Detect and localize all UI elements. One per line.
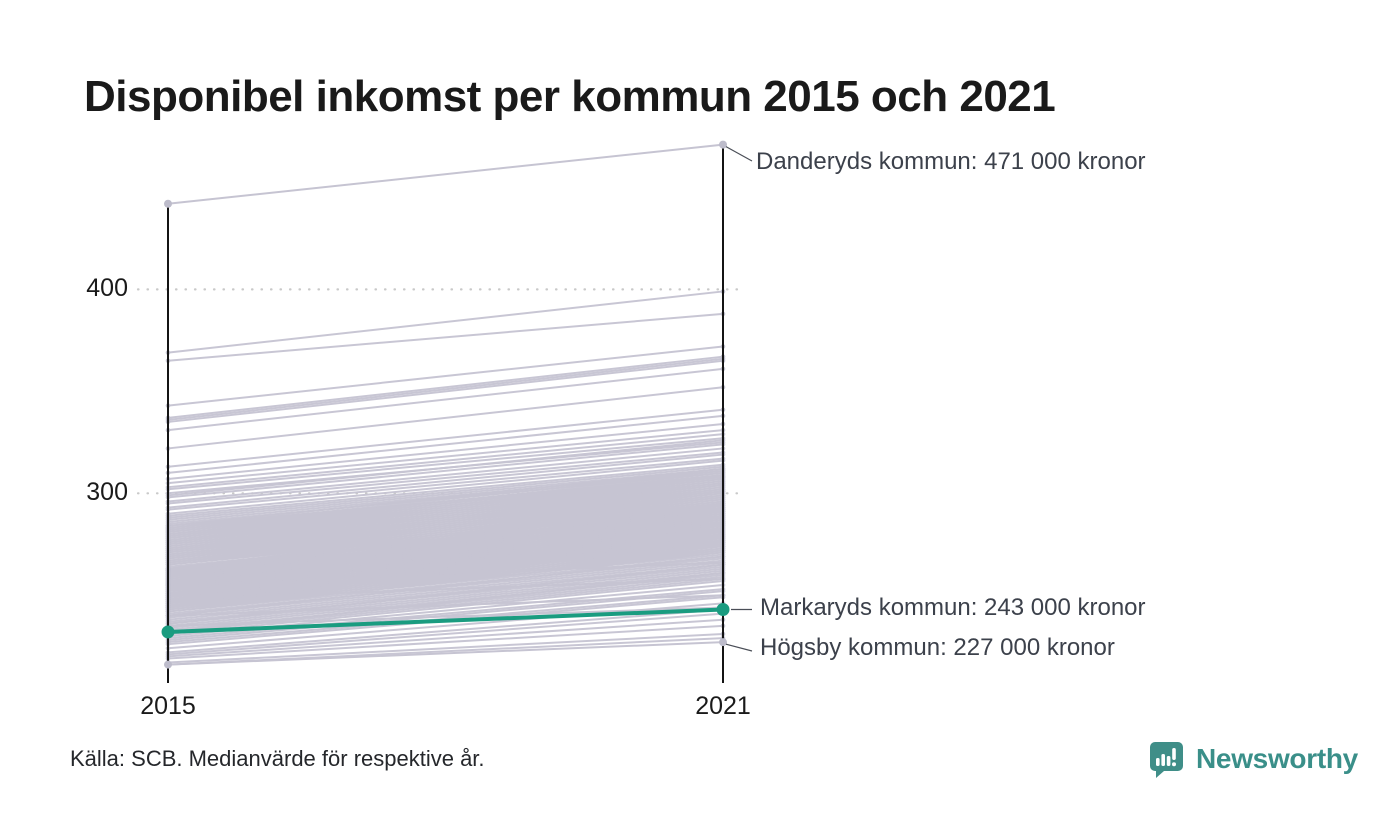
y-axis-tick-300: 300	[86, 478, 128, 506]
annotation-connector	[725, 643, 753, 652]
annotation-markaryd: Markaryds kommun: 243 000 kronor	[760, 594, 1146, 621]
branding-logo: Newsworthy	[1146, 739, 1358, 779]
chart-title: Disponibel inkomst per kommun 2015 och 2…	[84, 72, 1056, 121]
background-municipality-lines	[167, 290, 724, 666]
annotation-hogsby: Högsby kommun: 227 000 kronor	[760, 634, 1115, 661]
x-axis-tick-2015: 2015	[140, 692, 196, 720]
axes	[167, 144, 724, 683]
y-axis-tick-400: 400	[86, 274, 128, 302]
annotation-connector	[725, 146, 753, 162]
series-h-gsby-kommun	[164, 638, 753, 669]
source-note: Källa: SCB. Medianvärde för respektive å…	[70, 746, 485, 771]
series-danderyds-kommun	[164, 140, 753, 208]
newsworthy-logo-icon	[1150, 742, 1183, 778]
branding-name: Newsworthy	[1196, 743, 1358, 774]
x-axis-tick-2021: 2021	[695, 692, 751, 720]
annotation-danderyd: Danderyds kommun: 471 000 kronor	[756, 148, 1146, 175]
series-markaryds-kommun	[161, 603, 752, 639]
